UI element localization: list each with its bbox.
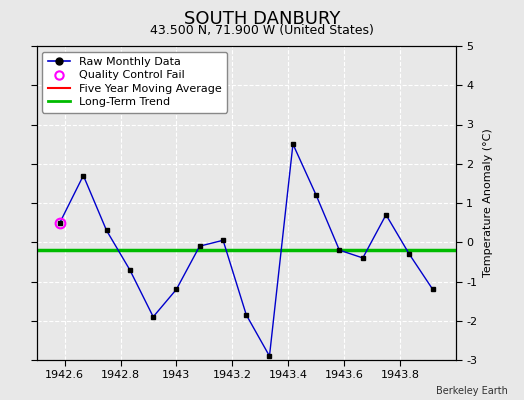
- Legend: Raw Monthly Data, Quality Control Fail, Five Year Moving Average, Long-Term Tren: Raw Monthly Data, Quality Control Fail, …: [42, 52, 227, 113]
- Text: 43.500 N, 71.900 W (United States): 43.500 N, 71.900 W (United States): [150, 24, 374, 37]
- Text: Berkeley Earth: Berkeley Earth: [436, 386, 508, 396]
- Text: SOUTH DANBURY: SOUTH DANBURY: [184, 10, 340, 28]
- Y-axis label: Temperature Anomaly (°C): Temperature Anomaly (°C): [483, 129, 493, 277]
